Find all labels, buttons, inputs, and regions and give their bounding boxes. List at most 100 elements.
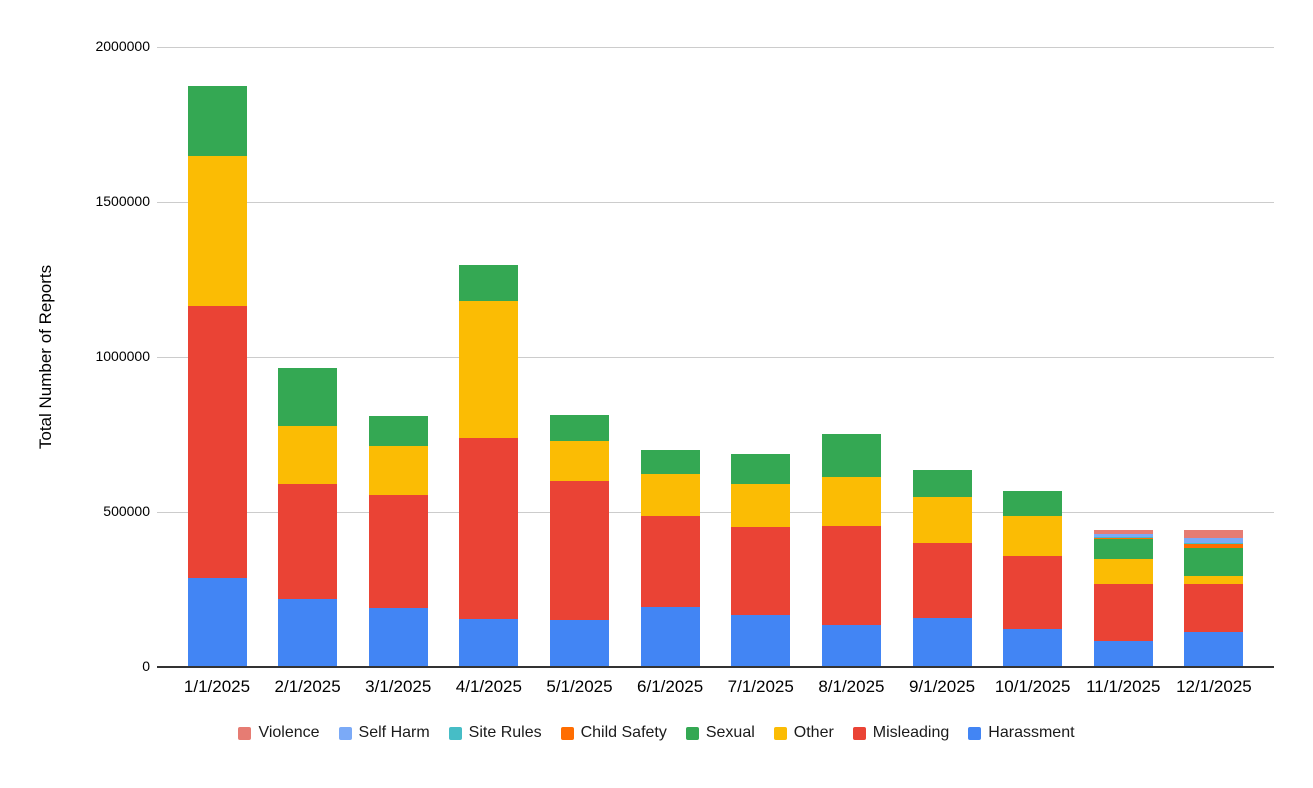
legend-swatch-child-safety — [560, 726, 574, 740]
bar-segment-sexual-6-1-2025[interactable] — [640, 449, 700, 475]
legend-swatch-harassment — [968, 726, 982, 740]
bar-segment-other-10-1-2025[interactable] — [1003, 515, 1063, 556]
x-tick-label-2-1-2025: 2/1/2025 — [274, 677, 341, 696]
bar-segment-child-safety-11-1-2025[interactable] — [1093, 537, 1153, 540]
bar-segment-harassment-7-1-2025[interactable] — [731, 614, 791, 666]
bar-segment-violence-11-1-2025[interactable] — [1093, 530, 1153, 534]
bar-segment-misleading-9-1-2025[interactable] — [912, 542, 972, 618]
bar-segment-sexual-9-1-2025[interactable] — [912, 469, 972, 498]
bar-segment-harassment-5-1-2025[interactable] — [550, 619, 610, 666]
y-tick-label-0: 0 — [142, 658, 150, 674]
legend-label-violence: Violence — [258, 724, 320, 741]
bar-segment-harassment-10-1-2025[interactable] — [1003, 629, 1063, 666]
bar-segment-misleading-7-1-2025[interactable] — [731, 526, 791, 615]
bar-segment-misleading-10-1-2025[interactable] — [1003, 555, 1063, 630]
x-tick-label-5-1-2025: 5/1/2025 — [546, 677, 613, 696]
bar-segment-other-4-1-2025[interactable] — [459, 301, 519, 438]
bar-segment-misleading-6-1-2025[interactable] — [640, 515, 700, 608]
bar-11-1-2025 — [1093, 530, 1153, 666]
bar-10-1-2025 — [1003, 490, 1063, 666]
bar-1-1-2025 — [187, 86, 247, 666]
bar-segment-site-rules-11-1-2025[interactable] — [1093, 536, 1153, 538]
legend-item-sexual[interactable]: Sexual — [685, 724, 755, 742]
x-axis-baseline — [157, 666, 1274, 668]
bar-segment-misleading-12-1-2025[interactable] — [1184, 584, 1244, 632]
bar-segment-other-12-1-2025[interactable] — [1184, 576, 1244, 585]
bar-segment-self-harm-12-1-2025[interactable] — [1184, 538, 1244, 543]
legend-swatch-misleading — [852, 726, 866, 740]
x-tick-label-6-1-2025: 6/1/2025 — [637, 677, 704, 696]
y-tick-label-2000000: 2000000 — [95, 38, 150, 54]
legend-item-harassment[interactable]: Harassment — [968, 724, 1075, 742]
bar-segment-self-harm-11-1-2025[interactable] — [1093, 533, 1153, 537]
bar-segment-sexual-8-1-2025[interactable] — [821, 433, 881, 477]
gridline-2000000 — [157, 47, 1274, 48]
bar-6-1-2025 — [640, 449, 700, 666]
bar-segment-sexual-4-1-2025[interactable] — [459, 264, 519, 302]
bar-segment-sexual-3-1-2025[interactable] — [368, 415, 428, 446]
bar-3-1-2025 — [368, 415, 428, 666]
bar-segment-site-rules-12-1-2025[interactable] — [1184, 542, 1244, 544]
bar-7-1-2025 — [731, 453, 791, 666]
bar-segment-other-6-1-2025[interactable] — [640, 474, 700, 516]
legend-label-sexual: Sexual — [705, 724, 755, 741]
bar-segment-harassment-11-1-2025[interactable] — [1093, 641, 1153, 666]
y-tick-label-500000: 500000 — [103, 503, 150, 519]
bar-segment-other-3-1-2025[interactable] — [368, 445, 428, 495]
bar-segment-sexual-1-1-2025[interactable] — [187, 86, 247, 157]
x-tick-label-12-1-2025: 12/1/2025 — [1176, 677, 1252, 696]
bar-segment-sexual-2-1-2025[interactable] — [278, 368, 338, 427]
bar-segment-other-9-1-2025[interactable] — [912, 497, 972, 543]
bar-segment-harassment-1-1-2025[interactable] — [187, 577, 247, 666]
legend-item-site-rules[interactable]: Site Rules — [448, 724, 542, 742]
bar-segment-harassment-2-1-2025[interactable] — [278, 599, 338, 666]
legend-label-site-rules: Site Rules — [468, 724, 542, 741]
bar-segment-other-5-1-2025[interactable] — [550, 441, 610, 482]
bar-segment-harassment-12-1-2025[interactable] — [1184, 631, 1244, 666]
bar-segment-sexual-12-1-2025[interactable] — [1184, 547, 1244, 577]
bar-segment-other-2-1-2025[interactable] — [278, 426, 338, 484]
bar-segment-misleading-11-1-2025[interactable] — [1093, 584, 1153, 642]
legend-item-misleading[interactable]: Misleading — [852, 724, 949, 742]
legend-label-other: Other — [793, 724, 834, 741]
legend-item-other[interactable]: Other — [773, 724, 834, 742]
y-tick-label-1500000: 1500000 — [95, 193, 150, 209]
bar-segment-misleading-4-1-2025[interactable] — [459, 437, 519, 619]
bar-segment-harassment-6-1-2025[interactable] — [640, 607, 700, 666]
bar-segment-other-8-1-2025[interactable] — [821, 476, 881, 526]
x-tick-label-1-1-2025: 1/1/2025 — [183, 677, 251, 696]
gridline-1000000 — [157, 357, 1274, 358]
bar-segment-sexual-7-1-2025[interactable] — [731, 453, 791, 484]
bar-segment-misleading-2-1-2025[interactable] — [278, 483, 338, 600]
bar-segment-misleading-5-1-2025[interactable] — [550, 481, 610, 620]
bar-segment-harassment-8-1-2025[interactable] — [821, 625, 881, 666]
legend-swatch-self-harm — [338, 726, 352, 740]
bar-segment-violence-12-1-2025[interactable] — [1184, 529, 1244, 539]
bar-segment-harassment-9-1-2025[interactable] — [912, 617, 972, 666]
legend-item-self-harm[interactable]: Self Harm — [338, 724, 430, 742]
legend-swatch-other — [773, 726, 787, 740]
bar-9-1-2025 — [912, 469, 972, 666]
legend: Violence Self Harm Site Rules Child Safety S… — [0, 724, 1313, 742]
bar-segment-sexual-5-1-2025[interactable] — [550, 414, 610, 442]
bar-segment-misleading-1-1-2025[interactable] — [187, 306, 247, 578]
bar-12-1-2025 — [1184, 529, 1244, 666]
x-tick-label-7-1-2025: 7/1/2025 — [727, 677, 794, 696]
legend-item-child-safety[interactable]: Child Safety — [560, 724, 667, 742]
bar-segment-sexual-10-1-2025[interactable] — [1003, 490, 1063, 516]
bar-segment-misleading-8-1-2025[interactable] — [821, 525, 881, 626]
bar-segment-other-1-1-2025[interactable] — [187, 156, 247, 307]
bar-segment-misleading-3-1-2025[interactable] — [368, 494, 428, 609]
legend-swatch-violence — [238, 726, 252, 740]
bar-segment-other-7-1-2025[interactable] — [731, 483, 791, 527]
bar-4-1-2025 — [459, 264, 519, 666]
bar-segment-sexual-11-1-2025[interactable] — [1093, 539, 1153, 560]
bar-segment-harassment-3-1-2025[interactable] — [368, 608, 428, 666]
bar-segment-harassment-4-1-2025[interactable] — [459, 618, 519, 666]
legend-item-violence[interactable]: Violence — [238, 724, 320, 742]
bar-segment-child-safety-12-1-2025[interactable] — [1184, 543, 1244, 548]
legend-label-self-harm: Self Harm — [358, 724, 430, 741]
x-tick-label-3-1-2025: 3/1/2025 — [365, 677, 432, 696]
x-tick-label-8-1-2025: 8/1/2025 — [818, 677, 885, 696]
bar-segment-other-11-1-2025[interactable] — [1093, 559, 1153, 585]
